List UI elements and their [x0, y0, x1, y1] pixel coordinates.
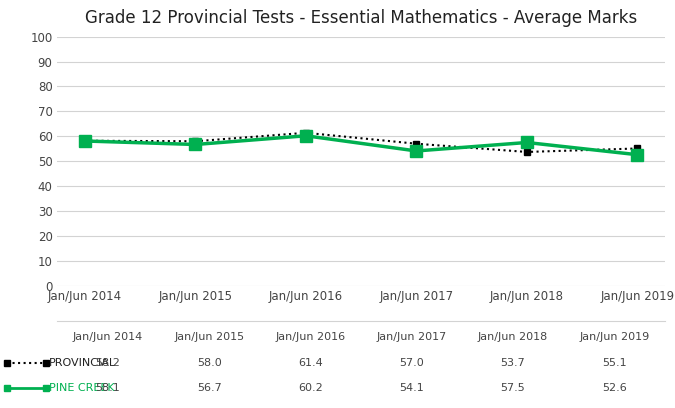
- Text: 53.7: 53.7: [501, 358, 525, 368]
- Text: 58.2: 58.2: [96, 358, 120, 368]
- Text: Jan/Jun 2014: Jan/Jun 2014: [73, 332, 143, 341]
- PINE CREEK: [412, 149, 421, 153]
- Text: 58.0: 58.0: [197, 358, 221, 368]
- Text: Jan/Jun 2016: Jan/Jun 2016: [275, 332, 346, 341]
- PROVINCIAL: [522, 149, 531, 154]
- Line: PINE CREEK: PINE CREEK: [80, 130, 643, 160]
- PINE CREEK: [302, 133, 310, 138]
- Text: Jan/Jun 2015: Jan/Jun 2015: [174, 332, 244, 341]
- PINE CREEK: [633, 152, 641, 157]
- Text: Jan/Jun 2017: Jan/Jun 2017: [377, 332, 447, 341]
- Text: 52.6: 52.6: [602, 384, 626, 393]
- Text: 57.0: 57.0: [400, 358, 424, 368]
- Text: Jan/Jun 2018: Jan/Jun 2018: [478, 332, 548, 341]
- Text: Jan/Jun 2019: Jan/Jun 2019: [579, 332, 649, 341]
- Title: Grade 12 Provincial Tests - Essential Mathematics - Average Marks: Grade 12 Provincial Tests - Essential Ma…: [85, 9, 637, 27]
- PROVINCIAL: [412, 141, 421, 146]
- Text: 58.1: 58.1: [96, 384, 120, 393]
- Line: PROVINCIAL: PROVINCIAL: [82, 129, 641, 155]
- Text: 61.4: 61.4: [298, 358, 323, 368]
- Text: 55.1: 55.1: [602, 358, 626, 368]
- Text: PINE CREEK: PINE CREEK: [49, 384, 115, 393]
- PINE CREEK: [81, 139, 89, 144]
- PROVINCIAL: [633, 146, 641, 151]
- PROVINCIAL: [302, 130, 310, 135]
- PROVINCIAL: [192, 139, 200, 144]
- PINE CREEK: [192, 142, 200, 147]
- Text: 54.1: 54.1: [400, 384, 424, 393]
- Text: 60.2: 60.2: [298, 384, 323, 393]
- PINE CREEK: [522, 140, 531, 145]
- Text: PROVINCIAL: PROVINCIAL: [49, 358, 116, 368]
- PROVINCIAL: [81, 138, 89, 143]
- Text: 57.5: 57.5: [501, 384, 525, 393]
- Text: 56.7: 56.7: [197, 384, 221, 393]
